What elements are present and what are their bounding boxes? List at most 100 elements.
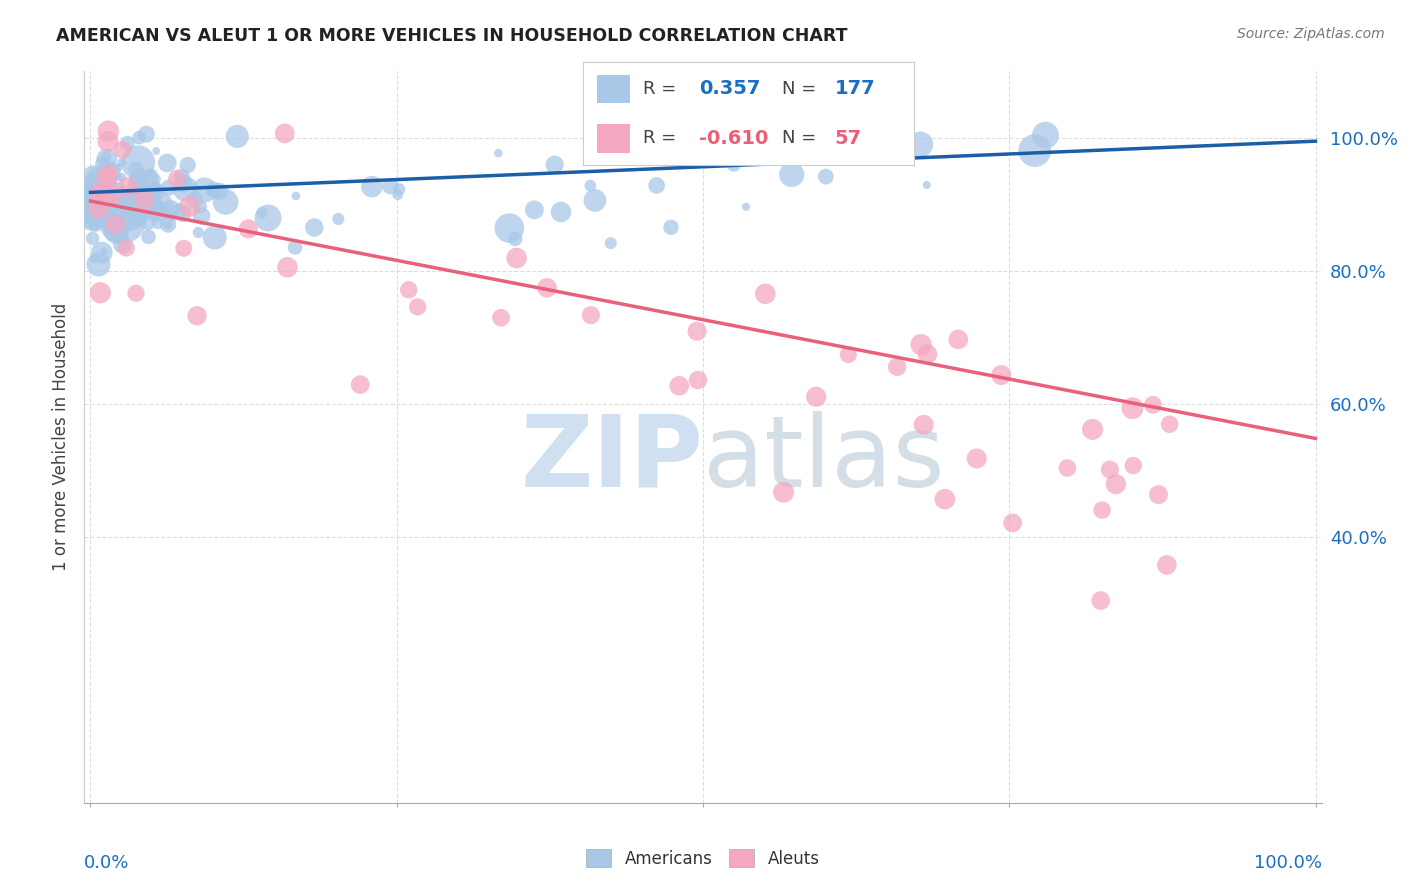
Point [1159, 417, 1181, 432]
Point [103, 206, 125, 220]
Point [159, 202, 181, 217]
Point [94, 185, 117, 199]
Point [111, 204, 134, 219]
Text: 57: 57 [835, 128, 862, 148]
Point [166, 171, 188, 186]
Point [87, 202, 110, 216]
Point [1142, 398, 1164, 412]
Point [125, 286, 148, 301]
Point [98, 203, 121, 218]
Point [686, 373, 709, 387]
Point [387, 187, 409, 202]
Point [80, 175, 103, 189]
Point [94, 174, 117, 188]
Point [115, 190, 138, 204]
Point [112, 223, 135, 237]
Point [96, 149, 118, 163]
Point [136, 195, 159, 210]
Text: N =: N = [782, 129, 821, 147]
Text: AMERICAN VS ALEUT 1 OR MORE VEHICLES IN HOUSEHOLD CORRELATION CHART: AMERICAN VS ALEUT 1 OR MORE VEHICLES IN … [56, 27, 848, 45]
Point [82, 185, 104, 199]
Point [135, 127, 157, 141]
Point [104, 218, 127, 232]
Point [172, 206, 194, 220]
Point [156, 218, 179, 232]
Point [176, 158, 198, 172]
Point [138, 188, 160, 202]
Point [146, 216, 169, 230]
Point [124, 186, 146, 201]
Point [117, 136, 139, 150]
Point [110, 211, 132, 226]
Point [162, 209, 184, 223]
Point [93, 176, 115, 190]
Point [157, 180, 180, 194]
Point [214, 194, 236, 209]
Point [87, 191, 110, 205]
Point [89, 285, 111, 300]
Point [772, 485, 794, 500]
Point [302, 220, 325, 235]
Point [145, 202, 167, 216]
Point [187, 226, 209, 240]
Point [910, 137, 932, 152]
Point [173, 177, 195, 191]
Point [80, 214, 103, 228]
Point [107, 169, 129, 184]
Point [87, 199, 110, 213]
Point [83, 171, 105, 186]
Point [87, 258, 110, 272]
Point [117, 180, 139, 194]
Point [837, 348, 859, 362]
Point [111, 170, 134, 185]
Point [96, 170, 118, 185]
Point [89, 169, 111, 184]
Point [105, 212, 128, 227]
Point [157, 218, 180, 232]
Point [806, 390, 828, 404]
Point [361, 179, 384, 194]
Point [103, 210, 125, 224]
Point [167, 200, 190, 214]
Point [89, 186, 111, 201]
Point [498, 221, 520, 235]
Text: 177: 177 [835, 79, 875, 98]
Point [84, 211, 107, 225]
Point [82, 192, 104, 206]
Point [143, 178, 166, 193]
Point [128, 170, 150, 185]
Point [165, 202, 187, 216]
Point [96, 152, 118, 166]
Point [1056, 461, 1078, 475]
Point [100, 206, 122, 220]
Point [276, 260, 298, 275]
Point [103, 191, 125, 205]
Point [98, 207, 121, 221]
Point [1147, 488, 1170, 502]
Point [125, 205, 148, 219]
Point [108, 188, 131, 202]
Point [115, 241, 138, 255]
Point [128, 130, 150, 145]
Point [226, 129, 249, 144]
Point [579, 178, 602, 193]
Point [1122, 458, 1144, 473]
Point [1156, 558, 1178, 572]
Point [1024, 144, 1046, 158]
Point [380, 179, 402, 194]
Point [100, 164, 122, 178]
Point [111, 143, 134, 157]
Point [127, 155, 149, 169]
Point [1001, 516, 1024, 530]
Point [173, 241, 195, 255]
Point [121, 219, 143, 233]
Point [686, 324, 709, 338]
Point [1035, 128, 1057, 143]
Point [349, 377, 371, 392]
Point [910, 337, 932, 351]
Point [934, 492, 956, 507]
Text: ZIP: ZIP [520, 410, 703, 508]
Point [145, 179, 167, 194]
Point [83, 203, 105, 218]
Point [1081, 422, 1104, 436]
